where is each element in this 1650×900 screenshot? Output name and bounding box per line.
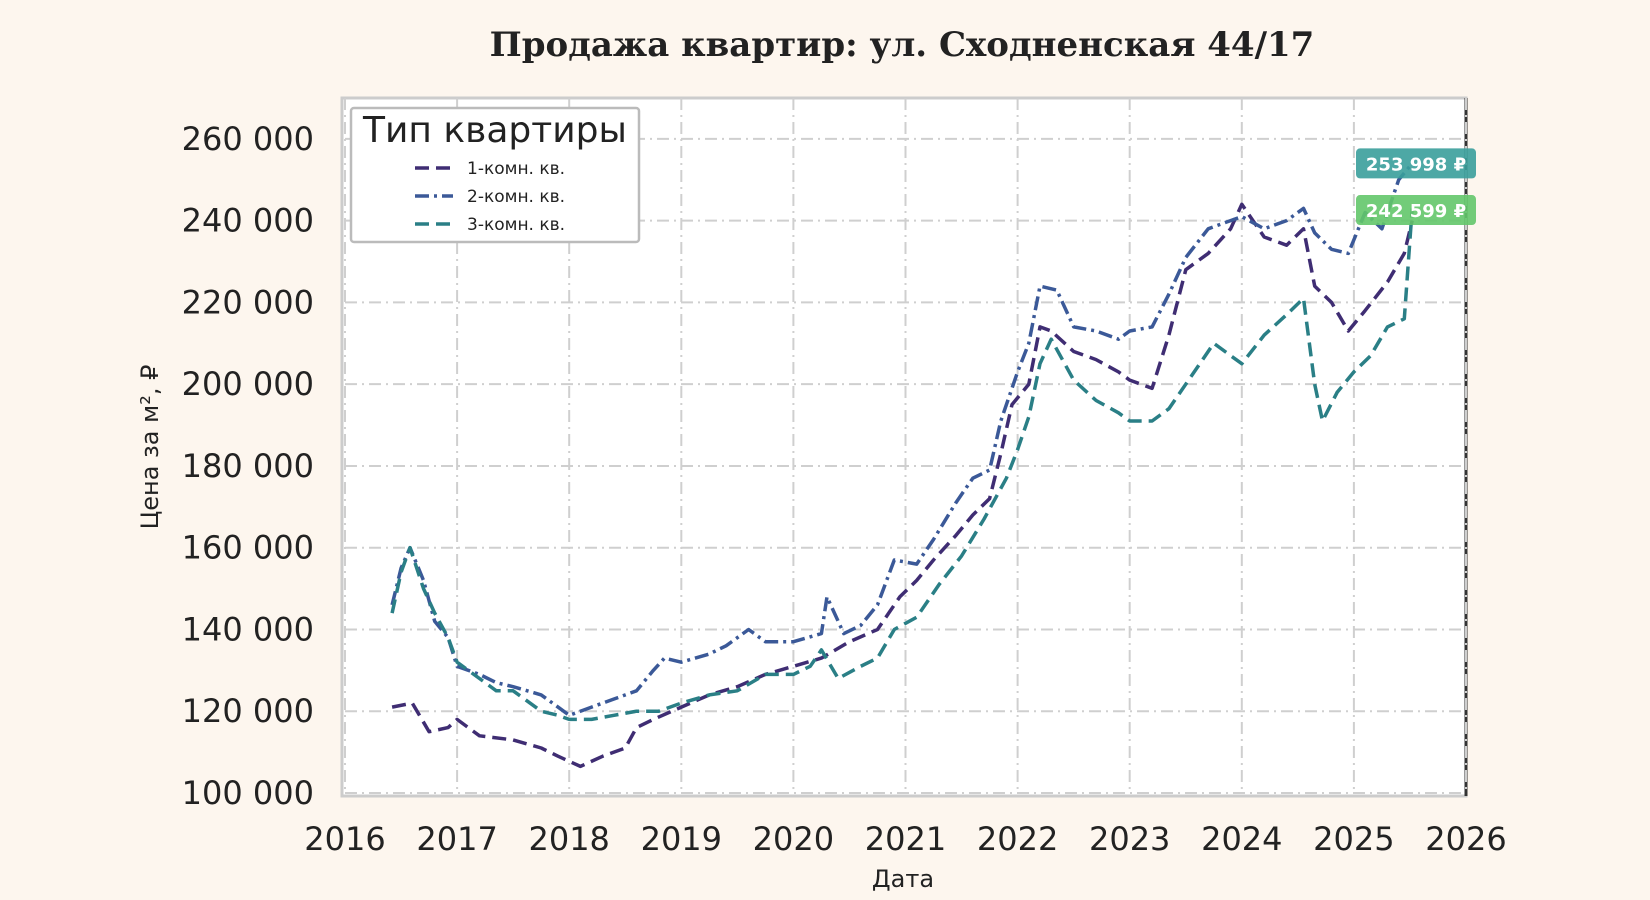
x-tick-label: 2022 [977,820,1058,858]
y-tick-label: 180 000 [182,447,314,485]
x-tick-label: 2023 [1089,820,1170,858]
series-lines [390,162,1414,769]
y-tick-label: 120 000 [182,692,314,730]
end-labels: 253 998 ₽ 242 599 ₽ [1356,148,1476,226]
x-tick-label: 2019 [641,820,722,858]
legend: Тип квартиры 1-комн. кв. 2-комн. кв. 3-ком… [349,106,641,244]
y-tick-label: 220 000 [182,283,314,321]
legend-entry-label: 1-комн. кв. [467,159,565,179]
series-line [390,208,1414,722]
x-axis-ticks: 2016 2017 2018 2019 2020 2021 2022 2023 2024 2025… [304,820,1506,858]
y-tick-label: 100 000 [182,774,314,812]
price-badge-label: 253 998 ₽ [1366,154,1466,175]
x-tick-label: 2020 [753,820,834,858]
legend-entry-label: 3-комн. кв. [467,215,565,235]
y-axis-label: Цена за м², ₽ [136,365,164,530]
y-tick-label: 260 000 [182,120,314,158]
y-tick-label: 140 000 [182,610,314,648]
legend-entries: 1-комн. кв. 2-комн. кв. 3-комн. кв. [415,159,565,235]
x-tick-label: 2025 [1313,820,1394,858]
x-axis-label: Дата [872,865,934,893]
chart-title: Продажа квартир: ул. Сходненская 44/17 [490,25,1315,65]
price-badge-label: 242 599 ₽ [1366,201,1466,222]
y-axis-ticks: 100 000 120 000 140 000 160 000 180 000 200 0… [182,120,314,812]
x-tick-label: 2016 [304,820,385,858]
y-tick-label: 240 000 [182,202,314,240]
x-tick-label: 2021 [865,820,946,858]
legend-entry-label: 2-комн. кв. [467,187,565,207]
x-tick-label: 2026 [1425,820,1506,858]
y-tick-label: 200 000 [182,365,314,403]
price-badge [1356,148,1476,179]
x-tick-label: 2024 [1201,820,1282,858]
x-tick-label: 2018 [528,820,609,858]
y-tick-label: 160 000 [182,529,314,567]
x-tick-label: 2017 [416,820,497,858]
series-line [391,202,1414,769]
price-badge [1356,195,1476,226]
legend-title: Тип квартиры [362,110,627,151]
series-line [390,162,1414,718]
